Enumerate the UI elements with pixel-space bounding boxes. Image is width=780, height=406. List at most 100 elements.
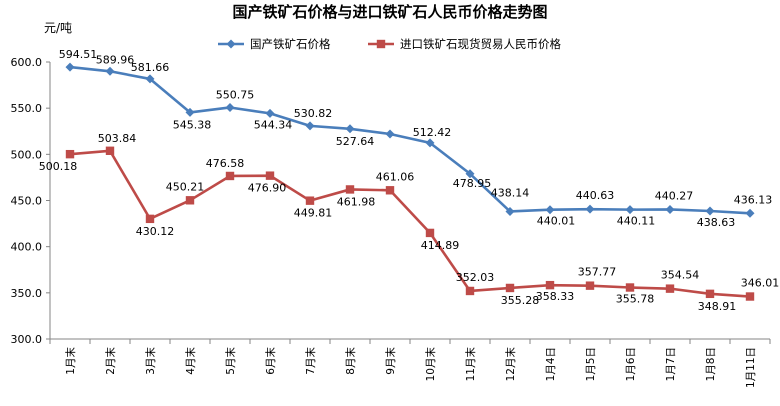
legend-marker-square: [376, 39, 386, 49]
data-point-square: [665, 284, 675, 293]
data-label: 440.63: [576, 189, 615, 202]
x-tick-label: 1月11日: [745, 347, 757, 388]
y-tick-label: 550.0: [11, 102, 43, 115]
x-tick-label: 2月末: [104, 347, 117, 375]
legend-label-1: 国产铁矿石价格: [250, 37, 331, 51]
data-label: 346.01: [741, 277, 780, 290]
data-point-diamond: [465, 169, 475, 179]
data-label: 478.95: [453, 177, 492, 190]
data-label: 352.03: [456, 271, 495, 284]
data-point-diamond: [345, 124, 355, 134]
data-label: 545.38: [173, 118, 212, 131]
data-point-square: [185, 196, 195, 205]
data-point-square: [625, 283, 635, 292]
data-label: 438.63: [697, 216, 736, 229]
data-point-diamond: [545, 205, 555, 215]
x-tick-label: 10月末: [424, 347, 437, 382]
data-point-square: [465, 286, 475, 296]
data-label: 500.18: [39, 160, 78, 173]
data-label: 357.77: [578, 266, 617, 279]
data-point-diamond: [585, 204, 595, 214]
data-label: 354.54: [661, 269, 700, 282]
series-layer: [65, 62, 755, 301]
legend-marker-diamond: [226, 39, 236, 49]
data-label: 355.78: [616, 292, 655, 305]
data-point-square: [345, 185, 355, 194]
y-tick-label: 600.0: [11, 56, 43, 69]
data-label: 348.91: [698, 300, 737, 313]
data-point-diamond: [745, 208, 755, 218]
data-label: 527.64: [336, 135, 375, 148]
x-tick-label: 1月8日: [705, 347, 717, 381]
x-tick-label: 7月末: [304, 347, 317, 375]
x-tick-label: 1月5日: [585, 347, 597, 381]
series-line-2: [69, 149, 751, 298]
x-tick-label: 8月末: [344, 347, 357, 375]
data-label: 503.84: [98, 132, 137, 145]
y-tick-label: 350.0: [11, 287, 43, 300]
data-label: 530.82: [294, 107, 333, 120]
data-point-square: [425, 228, 435, 238]
x-tick-label: 3月末: [144, 347, 157, 375]
data-label: 544.34: [254, 118, 293, 131]
data-label: 436.13: [734, 193, 773, 206]
data-point-diamond: [385, 129, 395, 139]
x-tick-label: 1月末: [64, 347, 77, 375]
x-tick-label: 12月末: [504, 347, 517, 382]
y-tick-label: 450.0: [11, 195, 43, 208]
data-point-diamond: [225, 102, 235, 112]
data-point-square: [265, 171, 275, 180]
data-point-diamond: [265, 108, 275, 118]
x-tick-label: 5月末: [224, 347, 237, 375]
data-label: 438.14: [491, 186, 530, 199]
data-label: 440.11: [617, 215, 656, 228]
data-point-square: [585, 281, 595, 290]
data-point-diamond: [185, 107, 195, 117]
data-label: 594.51: [59, 48, 98, 61]
data-point-square: [505, 283, 515, 293]
data-point-diamond: [65, 62, 75, 72]
data-label: 440.01: [537, 215, 576, 228]
x-tick-label: 1月4日: [545, 347, 557, 381]
axes: 300.0 350.0 400.0 450.0 500.0 550.0 600.0 1月末 2月…: [11, 56, 771, 388]
data-label: 589.96: [96, 53, 135, 66]
data-point-square: [105, 146, 115, 155]
data-point-square: [385, 186, 395, 195]
legend: 国产铁矿石价格 进口铁矿石现货贸易人民币价格: [218, 37, 561, 51]
y-tick-label: 300.0: [11, 333, 43, 346]
data-label: 461.06: [376, 170, 415, 183]
y-tick-label: 400.0: [11, 241, 43, 254]
data-point-diamond: [425, 138, 435, 148]
data-point-square: [545, 280, 555, 290]
y-tick-label: 500.0: [11, 148, 43, 161]
x-tick-label: 9月末: [384, 347, 397, 375]
series-line-1: [69, 65, 751, 215]
data-point-square: [145, 214, 155, 224]
data-label: 414.89: [421, 239, 460, 252]
data-label: 430.12: [136, 225, 175, 238]
data-point-diamond: [625, 205, 635, 215]
x-tick-label: 6月末: [264, 347, 277, 375]
data-point-diamond: [665, 204, 675, 214]
data-point-diamond: [505, 206, 515, 216]
data-point-square: [745, 292, 755, 301]
data-label: 550.75: [216, 88, 255, 101]
data-point-diamond: [145, 74, 155, 84]
data-label: 355.28: [501, 294, 540, 307]
data-label: 440.27: [655, 189, 694, 202]
data-label: 461.98: [337, 195, 376, 208]
data-label: 512.42: [413, 126, 452, 139]
x-tick-label: 1月7日: [665, 347, 677, 381]
data-label: 476.90: [248, 182, 287, 195]
data-point-square: [225, 171, 235, 181]
x-tick-label: 4月末: [184, 347, 197, 375]
data-point-diamond: [105, 66, 115, 76]
data-label: 476.58: [206, 157, 245, 170]
x-tick-label: 1月6日: [625, 347, 637, 381]
x-tick-label: 11月末: [464, 347, 477, 382]
data-point-diamond: [305, 121, 315, 131]
data-point-square: [305, 196, 315, 205]
data-point-square: [65, 149, 75, 159]
